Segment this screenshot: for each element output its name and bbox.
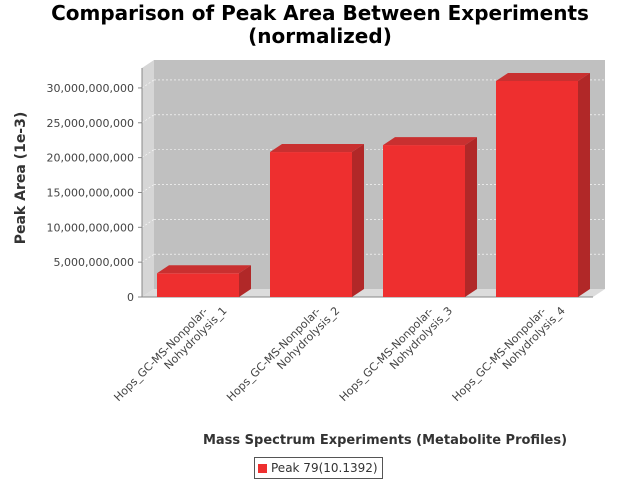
y-tick-label: 0 [127,291,134,304]
bar-top [383,137,477,146]
gridline-side [141,219,155,228]
bar-side [465,137,477,297]
bar-side [578,72,590,297]
bar [383,145,465,297]
bar-top [496,72,590,81]
bar-group [496,72,590,297]
legend-swatch [258,464,267,473]
bar-top [157,265,251,274]
bar-group [157,265,251,297]
x-tick-label: Hops_GC-MS-Nonpolar-Nohydrolysis_2 [224,295,342,413]
y-tick-label: 10,000,000,000 [47,221,134,234]
x-tick-label: Hops_GC-MS-Nonpolar-Nohydrolysis_3 [337,295,455,413]
bar-group [383,137,477,297]
gridline-side [141,114,155,124]
x-tick-label-line: Hops_GC-MS-Nonpolar- [111,305,210,404]
legend-label-series-1: Peak 79(10.1392) [271,461,378,475]
y-tick-label: 25,000,000,000 [47,117,134,130]
chart-title-line-1: Comparison of Peak Area Between Experime… [51,1,589,25]
y-axis-label: Peak Area (1e-3) [13,112,29,245]
gridline-side [141,149,155,158]
chart-title: Comparison of Peak Area Between Experime… [0,2,640,48]
bar-top [270,144,364,153]
y-tick-label: 15,000,000,000 [47,186,134,199]
gridline-side [141,79,155,89]
chart-title-line-2: (normalized) [248,24,392,48]
x-tick-label-line: Hops_GC-MS-Nonpolar- [224,305,323,404]
plot-floor [142,289,605,297]
bar-group [270,144,364,297]
bar [270,152,352,297]
y-tick-label: 30,000,000,000 [47,82,134,95]
gridline-side [141,253,155,263]
bar [496,80,578,297]
y-tick-label: 20,000,000,000 [47,152,134,165]
x-tick-label: Hops_GC-MS-Nonpolar-Nohydrolysis_4 [450,295,568,413]
gridline-side [141,184,155,193]
bar-side [352,144,364,297]
bar-side [239,265,251,297]
x-tick-label-line: Hops_GC-MS-Nonpolar- [337,305,436,404]
plot-left-wall [142,60,154,297]
y-tick-label: 5,000,000,000 [54,256,134,269]
plot-back-wall [154,60,605,289]
x-axis-label: Mass Spectrum Experiments (Metabolite Pr… [203,433,567,448]
legend: Peak 79(10.1392) [254,457,383,479]
bar [157,273,239,297]
x-tick-label: Hops_GC-MS-Nonpolar-Nohydrolysis_1 [111,295,229,413]
x-tick-label-line: Hops_GC-MS-Nonpolar- [450,305,549,404]
